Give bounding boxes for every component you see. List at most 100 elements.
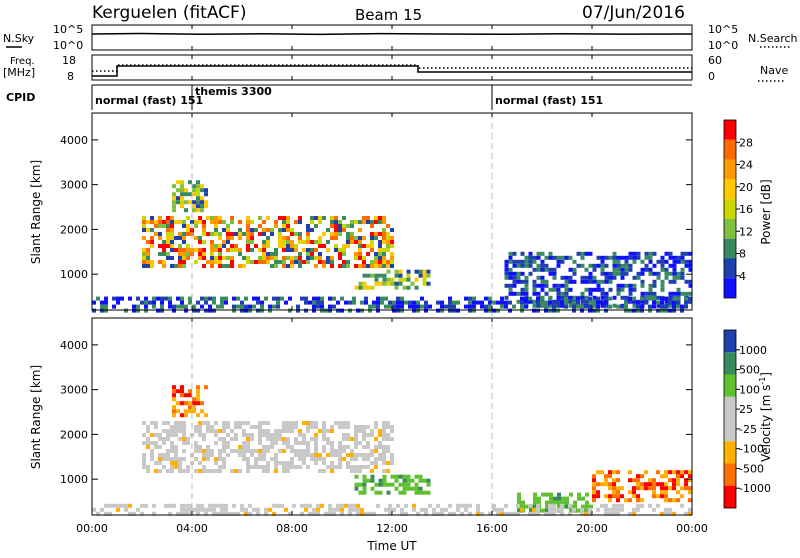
heatmap-cell [230, 220, 234, 224]
power-y-tick-label: 1000 [60, 268, 88, 281]
heatmap-cell [244, 308, 248, 313]
heatmap-cell [480, 511, 484, 516]
heatmap-cell [282, 240, 286, 244]
heatmap-cell [366, 244, 370, 248]
heatmap-cell [468, 511, 472, 516]
heatmap-cell [290, 260, 294, 264]
heatmap-cell [560, 507, 564, 512]
heatmap-cell [680, 275, 685, 280]
heatmap-cell [520, 263, 525, 268]
heatmap-cell [340, 511, 344, 516]
heatmap-cell [358, 482, 363, 487]
heatmap-cell [214, 220, 218, 224]
heatmap-cell [226, 264, 230, 268]
heatmap-cell [676, 291, 681, 296]
heatmap-cell [294, 453, 298, 457]
heatmap-cell [148, 300, 152, 305]
heatmap-cell [354, 482, 359, 487]
heatmap-cell [200, 304, 204, 309]
heatmap-cell [224, 300, 228, 305]
heatmap-cell [298, 240, 302, 244]
heatmap-cell [306, 453, 310, 457]
heatmap-cell [524, 296, 528, 301]
heatmap-cell [504, 263, 509, 268]
heatmap-cell [318, 236, 322, 240]
heatmap-cell [302, 453, 306, 457]
heatmap-cell [378, 252, 382, 256]
heatmap-cell [426, 281, 431, 286]
heatmap-cell [572, 271, 577, 276]
heatmap-cell [600, 287, 605, 292]
heatmap-cell [588, 308, 592, 313]
heatmap-cell [572, 295, 577, 300]
heatmap-cell [592, 295, 597, 300]
heatmap-cell [142, 224, 146, 228]
heatmap-cell [250, 433, 254, 437]
heatmap-cell [330, 260, 334, 264]
heatmap-cell [232, 296, 236, 301]
heatmap-cell [154, 445, 158, 449]
heatmap-cell [525, 504, 529, 509]
heatmap-cell [326, 465, 330, 469]
heatmap-cell [374, 449, 378, 453]
heatmap-cell [316, 304, 320, 309]
heatmap-cell [184, 413, 188, 418]
heatmap-cell [192, 409, 196, 414]
heatmap-cell [262, 421, 266, 425]
heatmap-cell [312, 308, 316, 313]
heatmap-cell [174, 433, 178, 437]
heatmap-cell [310, 228, 314, 232]
heatmap-cell [374, 260, 378, 264]
heatmap-cell [228, 511, 232, 516]
heatmap-cell [234, 449, 238, 453]
heatmap-cell [390, 437, 394, 441]
heatmap-cell [608, 494, 612, 499]
heatmap-cell [624, 295, 629, 300]
heatmap-cell [468, 296, 472, 301]
heatmap-cell [362, 285, 367, 290]
heatmap-cell [406, 273, 411, 278]
heatmap-cell [310, 421, 314, 425]
heatmap-cell [676, 474, 680, 479]
heatmap-cell [588, 279, 593, 284]
heatmap-cell [557, 504, 561, 509]
heatmap-cell [100, 304, 104, 309]
heatmap-cell [266, 449, 270, 453]
heatmap-cell [208, 503, 212, 508]
heatmap-cell [378, 281, 383, 286]
heatmap-cell [640, 299, 645, 304]
heatmap-cell [274, 461, 278, 465]
heatmap-cell [565, 504, 569, 509]
heatmap-cell [316, 300, 320, 305]
heatmap-cell [585, 508, 589, 513]
heatmap-cell [270, 264, 274, 268]
heatmap-cell [210, 469, 214, 473]
heatmap-cell [668, 300, 672, 305]
heatmap-cell [358, 429, 362, 433]
heatmap-cell [254, 228, 258, 232]
heatmap-cell [680, 251, 685, 256]
heatmap-cell [124, 503, 128, 508]
heatmap-cell [350, 240, 354, 244]
heatmap-cell [278, 228, 282, 232]
heatmap-cell [620, 503, 624, 508]
heatmap-cell [198, 248, 202, 252]
heatmap-cell [580, 251, 585, 256]
heatmap-cell [354, 453, 358, 457]
heatmap-cell [330, 216, 334, 220]
heatmap-cell [194, 445, 198, 449]
heatmap-cell [282, 425, 286, 429]
heatmap-cell [226, 453, 230, 457]
heatmap-cell [198, 252, 202, 256]
heatmap-cell [668, 279, 673, 284]
heatmap-cell [150, 421, 154, 425]
heatmap-cell [196, 180, 200, 185]
heatmap-cell [358, 248, 362, 252]
heatmap-cell [330, 236, 334, 240]
heatmap-cell [306, 429, 310, 433]
heatmap-cell [426, 269, 431, 274]
heatmap-cell [338, 465, 342, 469]
heatmap-cell [378, 457, 382, 461]
heatmap-cell [170, 425, 174, 429]
heatmap-cell [382, 453, 386, 457]
